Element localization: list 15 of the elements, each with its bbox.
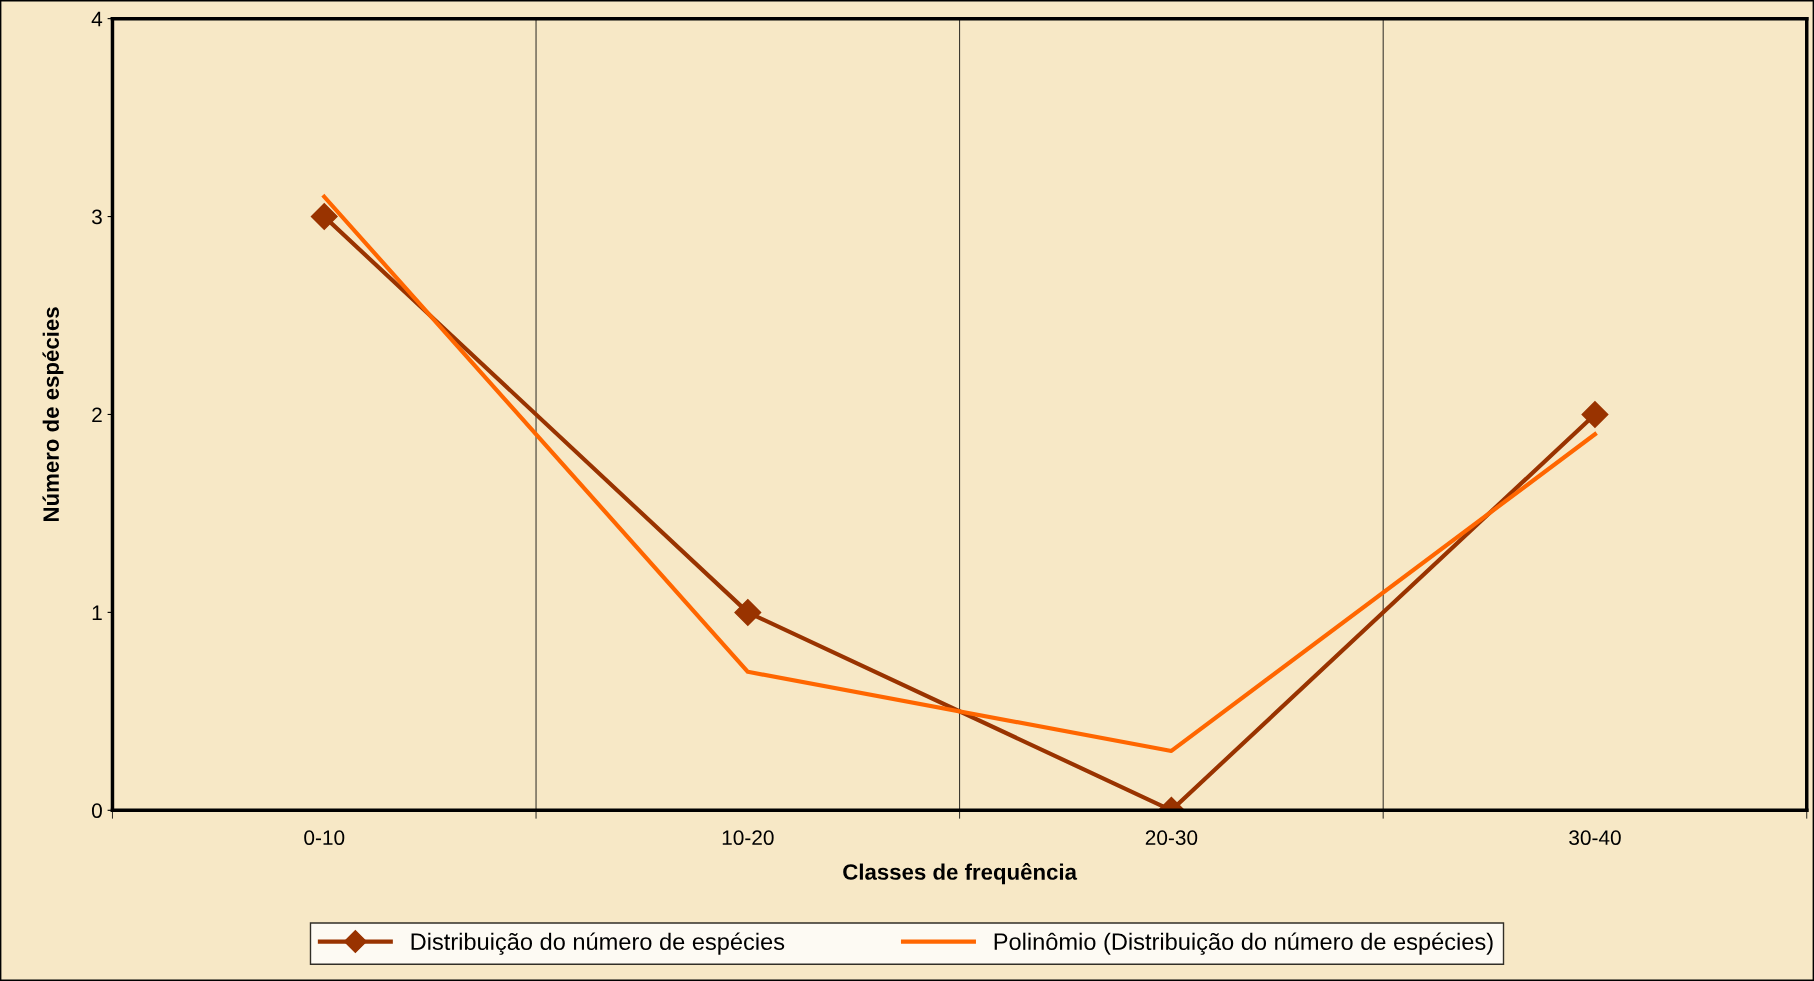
y-tick-label: 4	[91, 11, 103, 27]
y-tick-label: 2	[92, 407, 102, 423]
point	[1581, 401, 1609, 428]
x-tick-label: 20-30	[1145, 830, 1198, 846]
x-tick-label: 0-10	[304, 830, 345, 846]
y-tick-label: 1	[92, 605, 102, 620]
x-tick-label: 30-40	[1569, 830, 1621, 846]
x-axis-title: Classes de frequência	[843, 863, 1078, 885]
point	[310, 203, 338, 231]
y-tick-label: 3	[91, 209, 102, 225]
legend-label: Polinômio (Distribuição do número de espécies)	[994, 932, 1493, 955]
legend-label: Distribuição do número de espécies	[411, 932, 785, 955]
x-tick-label: 10-20	[722, 830, 774, 846]
y-axis-title: Número de espécies	[42, 307, 64, 522]
y-tick-label: 0	[91, 803, 102, 819]
